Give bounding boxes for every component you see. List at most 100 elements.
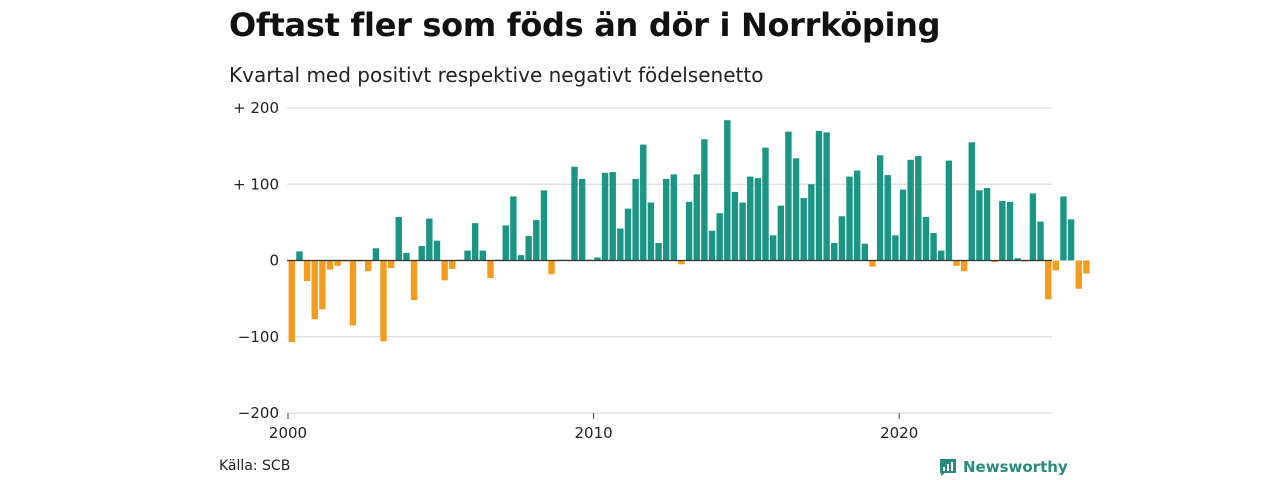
bar (1083, 260, 1090, 274)
bar (479, 250, 487, 261)
bar (578, 178, 586, 261)
bar (395, 217, 402, 261)
bar (334, 260, 341, 266)
bar (433, 240, 441, 261)
newsworthy-logo-icon (940, 459, 956, 476)
bar (884, 175, 891, 261)
bar (632, 178, 639, 261)
bar (319, 260, 326, 310)
bar (945, 160, 953, 261)
bar (1037, 221, 1044, 261)
bar (892, 235, 899, 261)
bar (930, 233, 937, 261)
bar (785, 131, 792, 261)
bar (1067, 219, 1075, 261)
chart-title: Oftast fler som föds än dör i Norrköping (229, 6, 941, 44)
bar (1052, 260, 1060, 271)
bar (976, 190, 983, 261)
bar (571, 166, 578, 261)
bar (968, 142, 975, 261)
bar (1044, 260, 1052, 300)
bar (1075, 260, 1082, 289)
bar (853, 170, 861, 261)
bar (471, 223, 479, 261)
bar (372, 248, 380, 261)
bar (731, 191, 739, 261)
bar (640, 144, 647, 261)
bar (1006, 201, 1014, 261)
bar (464, 250, 471, 261)
brand[interactable]: Newsworthy (939, 456, 1068, 478)
bar (693, 174, 700, 261)
x-tick-label: 2020 (880, 424, 918, 442)
bar (487, 260, 494, 279)
bar (288, 260, 296, 343)
bar (311, 260, 318, 320)
bar (449, 260, 456, 269)
x-tick-label: 2010 (575, 424, 613, 442)
bar (662, 178, 670, 261)
bar (326, 260, 334, 270)
bar (716, 213, 723, 261)
source-note: Källa: SCB (219, 458, 291, 474)
bar (999, 201, 1006, 261)
bar (1029, 193, 1037, 261)
bar (380, 260, 387, 342)
bar (960, 260, 968, 272)
bar (747, 176, 754, 261)
bar (685, 201, 693, 261)
x-tick-label: 2000 (269, 424, 307, 442)
y-tick-label: + 100 (233, 175, 279, 193)
bar (1060, 196, 1067, 261)
bar (724, 120, 731, 261)
bar (540, 190, 548, 261)
bar (594, 257, 601, 261)
bar (533, 220, 540, 261)
bar (517, 255, 525, 261)
bar (303, 260, 311, 282)
bar (800, 197, 807, 261)
axis-layer: + 200 + 100 0 −100 −200 2000 2010 2020 (233, 99, 1052, 442)
bar (846, 176, 853, 261)
bar (922, 217, 930, 261)
bar (525, 236, 532, 261)
chart-subtitle: Kvartal med positivt respektive negativt… (229, 63, 764, 87)
y-tick-label: −100 (238, 328, 279, 346)
bar (938, 250, 945, 261)
y-tick-label: −200 (238, 404, 279, 422)
bar (701, 139, 708, 261)
bar (410, 260, 418, 301)
bar (296, 251, 303, 261)
bar (708, 230, 716, 261)
bar (831, 242, 838, 261)
bar (808, 184, 815, 261)
y-tick-label: 0 (269, 252, 279, 270)
bar (838, 216, 846, 261)
bar (762, 147, 769, 261)
bar (609, 172, 616, 261)
bar (403, 252, 410, 261)
bar (655, 242, 662, 261)
bar (624, 208, 632, 261)
bar (365, 260, 372, 272)
bar (647, 202, 655, 261)
bar (349, 260, 357, 326)
bar (915, 156, 922, 261)
bar (617, 228, 624, 261)
bar (418, 246, 425, 261)
bar (739, 202, 746, 261)
y-tick-label: + 200 (233, 99, 279, 117)
brand-name: Newsworthy (963, 458, 1068, 476)
bar (953, 260, 960, 266)
bar (670, 174, 678, 261)
bar (601, 172, 609, 261)
bars-layer (288, 120, 1090, 343)
bar (823, 132, 830, 261)
bar (441, 260, 448, 281)
bar (991, 260, 998, 263)
bar (792, 158, 800, 261)
bar (510, 196, 517, 261)
bar (861, 243, 869, 261)
bar (754, 178, 762, 261)
